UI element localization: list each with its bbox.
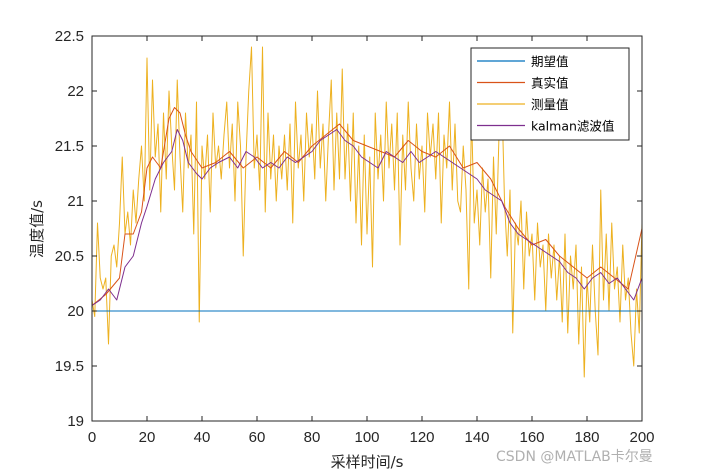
axis-ticks: 0 20 40 60 80 100 120 140 160 180 200 19 19.5 20 20.5 2… <box>55 28 655 446</box>
x-tick-label: 80 <box>304 429 321 446</box>
y-tick-label: 22.5 <box>55 28 84 45</box>
x-tick-label: 140 <box>464 429 489 446</box>
y-tick-label: 20 <box>67 303 84 320</box>
y-axis-label: 温度值/s <box>28 200 46 258</box>
legend-label: 真实值 <box>531 76 569 91</box>
x-tick-label: 40 <box>194 429 211 446</box>
y-tick-label: 21.5 <box>55 138 84 155</box>
watermark: CSDN @MATLAB卡尔曼 <box>496 449 653 465</box>
series-layer <box>91 46 643 378</box>
x-tick-label: 180 <box>574 429 599 446</box>
series-line-kalman <box>91 129 643 306</box>
x-tick-label: 120 <box>409 429 434 446</box>
x-tick-label: 0 <box>88 429 96 446</box>
legend-box <box>470 47 630 141</box>
y-tick-label: 22 <box>67 83 84 100</box>
x-tick-label: 20 <box>139 429 156 446</box>
x-axis-label: 采样时间/s <box>331 453 404 471</box>
x-tick-label: 60 <box>249 429 266 446</box>
x-tick-label: 200 <box>629 429 654 446</box>
x-tick-label: 100 <box>354 429 379 446</box>
series-line-true <box>91 107 643 306</box>
y-tick-label: 21 <box>67 193 84 210</box>
series-line-measured <box>91 46 643 378</box>
y-tick-label: 20.5 <box>55 248 84 265</box>
y-tick-label: 19.5 <box>55 358 84 375</box>
legend-label: 测量值 <box>531 97 569 112</box>
x-tick-label: 160 <box>519 429 544 446</box>
legend-label: 期望值 <box>531 54 569 69</box>
y-tick-label: 19 <box>67 413 84 430</box>
legend-label: kalman滤波值 <box>531 119 614 134</box>
